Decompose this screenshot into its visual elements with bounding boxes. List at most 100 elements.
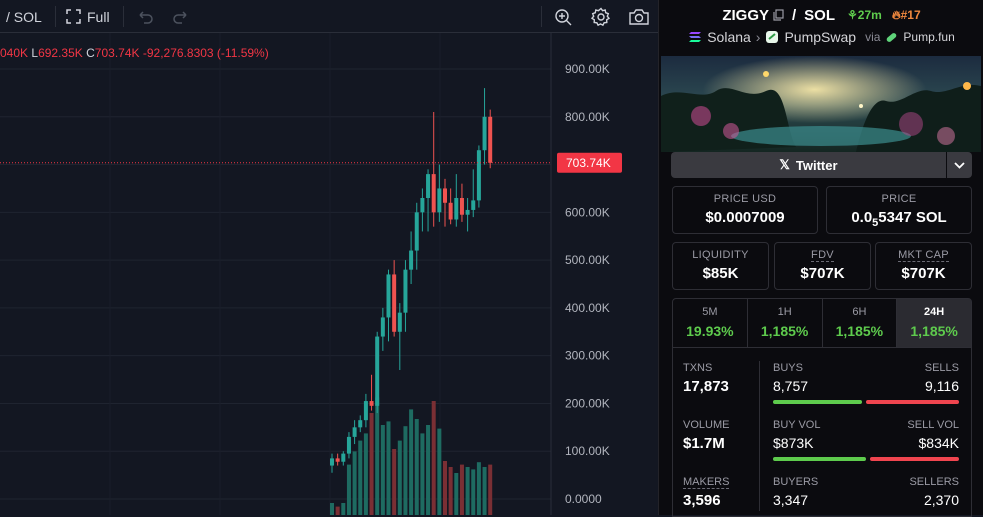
y-tick-label: 600.00K: [565, 205, 610, 219]
mkt-cap-value: $707K: [901, 265, 946, 282]
volume-bar: [386, 421, 391, 515]
volume-bar: [346, 464, 351, 515]
rank-badge: 🔥︎#17: [892, 8, 921, 23]
volume-bar: [426, 425, 431, 515]
pair-slash: /: [792, 6, 797, 24]
tab-change-value: 1,185%: [760, 323, 809, 339]
volume-bar: [459, 464, 464, 515]
token-banner-image: [661, 56, 981, 152]
tab-5m[interactable]: 5M 19.93%: [673, 299, 748, 347]
price-native-value: 0.055347 SOL: [827, 209, 971, 229]
last-price-tag: [557, 152, 622, 173]
candle-body: [358, 420, 363, 428]
copy-icon[interactable]: [773, 9, 784, 21]
volume-stat: VOLUME $1.7M: [683, 419, 729, 452]
chart-toolbar: / SOL Full: [0, 0, 658, 33]
sprout-icon: ⚘: [847, 8, 858, 22]
y-tick-label: 900.00K: [565, 62, 610, 76]
y-tick-label: 500.00K: [565, 253, 610, 267]
price-native-label: PRICE: [881, 193, 917, 205]
flame-icon: 🔥︎: [891, 7, 901, 22]
undo-button[interactable]: [136, 0, 154, 33]
y-tick-label: 400.00K: [565, 301, 610, 315]
x-logo-icon: 𝕏: [779, 157, 790, 172]
magic-pointer-icon: [555, 8, 572, 25]
candle-body: [471, 200, 476, 210]
candle-body: [397, 312, 402, 332]
socials-dropdown-button[interactable]: [947, 152, 972, 178]
txns-value: 17,873: [683, 378, 729, 395]
camera-icon: [629, 8, 649, 25]
buy-vol-label: BUY VOL: [773, 419, 821, 431]
volume-bar: [414, 419, 419, 515]
tab-1h[interactable]: 1H 1,185%: [748, 299, 823, 347]
candle-body: [443, 188, 447, 203]
close-value: 703.74K: [94, 46, 140, 60]
rank-value: #17: [900, 7, 921, 22]
sells-value: 9,116: [925, 378, 959, 394]
volume-bar: [437, 428, 442, 515]
candle-body: [465, 209, 470, 215]
candle-body: [363, 401, 368, 421]
stats-divider: [759, 361, 760, 511]
tab-6h[interactable]: 6H 1,185%: [823, 299, 898, 347]
volume-bar: [471, 469, 476, 515]
volume-bar: [375, 397, 380, 515]
candle-body: [426, 174, 431, 198]
makers-value: 3,596: [683, 492, 721, 509]
y-tick-label: 800.00K: [565, 110, 610, 124]
launchpad-name[interactable]: Pump.fun: [903, 30, 955, 44]
volume-bar: [403, 426, 408, 515]
screenshot-button[interactable]: [628, 0, 650, 33]
indicators-button[interactable]: [553, 0, 573, 33]
volume-bar: [380, 425, 385, 515]
price-chart[interactable]: 900.00K800.00K700.00K600.00K500.00K400.0…: [0, 0, 658, 515]
symbol-label: / SOL: [6, 8, 42, 25]
makers-label: MAKERS: [683, 476, 730, 489]
tab-label: 1H: [777, 306, 792, 318]
candle-body: [341, 453, 346, 462]
low-value: 692.35K: [38, 46, 83, 60]
change-value: -92,276.8303 (-11.59%): [142, 46, 269, 60]
candle-body: [420, 198, 425, 213]
dex-name[interactable]: PumpSwap: [784, 29, 857, 45]
volume-bar: [409, 409, 414, 515]
twitter-button[interactable]: 𝕏 Twitter: [671, 152, 946, 178]
redo-button[interactable]: [172, 0, 190, 33]
trade-stats: TXNS 17,873 BUYS 8,757 SELLS 9,116 VOLUM…: [672, 347, 972, 517]
tab-24h[interactable]: 24H 1,185%: [897, 299, 971, 347]
price-native-rest: 5347 SOL: [878, 209, 947, 226]
candle-body: [488, 116, 493, 163]
y-tick-label: 0.0000: [565, 492, 602, 506]
liquidity-box: LIQUIDITY $85K: [672, 242, 769, 290]
candle-body: [459, 198, 464, 215]
candle-body: [335, 458, 340, 462]
chain-name[interactable]: Solana: [707, 29, 751, 45]
sell-vol-value: $834K: [918, 435, 959, 451]
base-token: ZIGGY: [722, 6, 769, 24]
symbol-selector[interactable]: / SOL: [6, 0, 42, 33]
candle-body: [352, 427, 357, 437]
sellers-value: 2,370: [923, 492, 959, 508]
liquidity-label: LIQUIDITY: [692, 249, 749, 261]
candle-body: [431, 174, 436, 213]
fullscreen-button[interactable]: Full: [66, 0, 110, 33]
sellers-label: SELLERS: [909, 476, 959, 488]
price-usd-box: PRICE USD $0.0007009: [672, 186, 818, 234]
settings-button[interactable]: [591, 0, 611, 33]
mkt-cap-box[interactable]: MKT CAP $707K: [875, 242, 972, 290]
age-badge: ⚘27m: [847, 8, 882, 22]
buyers-label: BUYERS: [773, 476, 819, 488]
liquidity-value: $85K: [702, 265, 739, 282]
mkt-cap-label: MKT CAP: [898, 249, 949, 262]
toolbar-divider: [123, 6, 124, 27]
chart-canvas[interactable]: 900.00K800.00K700.00K600.00K500.00K400.0…: [0, 0, 658, 515]
txns-label: TXNS: [683, 362, 713, 374]
tab-change-value: 1,185%: [835, 323, 884, 339]
volume-bar: [431, 401, 436, 515]
fdv-box[interactable]: FDV $707K: [774, 242, 871, 290]
tab-label: 24H: [924, 306, 945, 318]
candle-body: [409, 250, 414, 270]
y-tick-label: 100.00K: [565, 444, 610, 458]
volume-bar: [330, 503, 334, 515]
